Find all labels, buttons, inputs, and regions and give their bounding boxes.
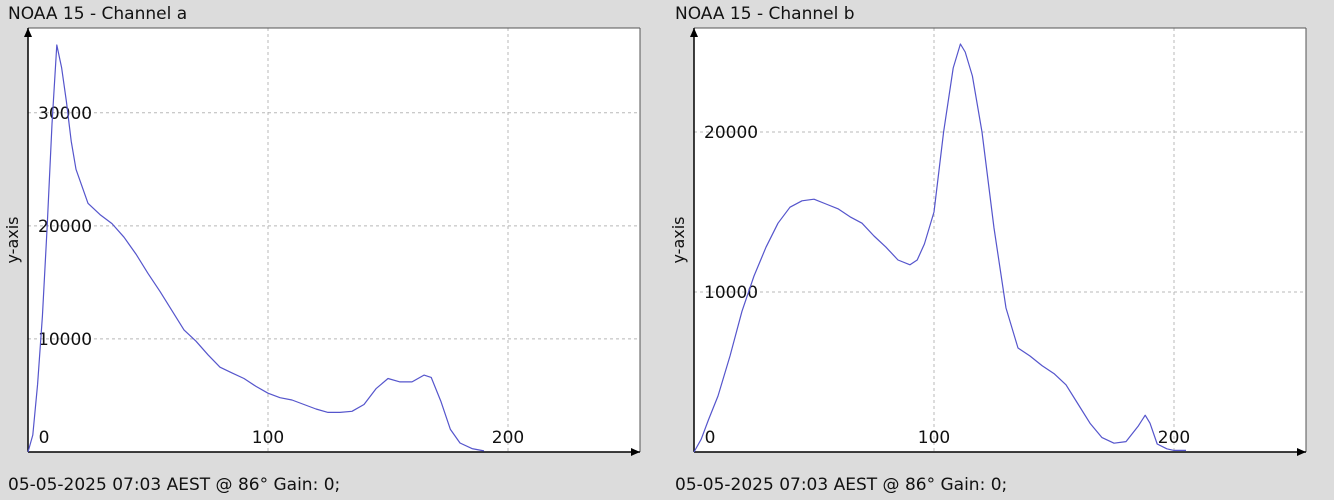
y-tick-label: 10000 [38,330,92,350]
x-tick-label: 0 [705,428,716,448]
x-tick-label: 200 [1158,428,1190,448]
chart-title: NOAA 15 - Channel b [675,4,855,24]
x-tick-label: 100 [918,428,950,448]
plot-background [28,28,640,452]
series-line [693,43,1186,453]
status-footer: 05-05-2025 07:03 AEST @ 86° Gain: 0; [8,475,341,495]
y-axis-arrow [690,28,698,37]
plot-area: 0 100 200 10000 20000 30000 y-axis [3,27,641,456]
x-axis-arrow [631,448,640,456]
y-tick-label: 20000 [704,123,758,143]
series-line [27,44,485,453]
x-axis-arrow [1297,448,1306,456]
chart-panel-a: NOAA 15 - Channel a 0 100 200 10000 20000 300… [3,4,641,495]
plot-area: 0 100 200 10000 20000 y-axis [669,27,1307,456]
y-axis-arrow [24,28,32,37]
x-tick-label: 200 [492,428,524,448]
chart-panel-b: NOAA 15 - Channel b 0 100 200 10000 20000 y-a… [667,0,1334,500]
y-tick-label: 10000 [704,283,758,303]
y-axis-label: y-axis [3,216,22,263]
chart-title: NOAA 15 - Channel a [8,4,188,24]
y-tick-label: 30000 [38,104,92,124]
y-tick-label: 20000 [38,217,92,237]
y-axis-label: y-axis [669,216,688,263]
plot-background [694,28,1306,452]
x-tick-label: 0 [39,428,50,448]
status-footer: 05-05-2025 07:03 AEST @ 86° Gain: 0; [675,475,1008,495]
x-tick-label: 100 [252,428,284,448]
